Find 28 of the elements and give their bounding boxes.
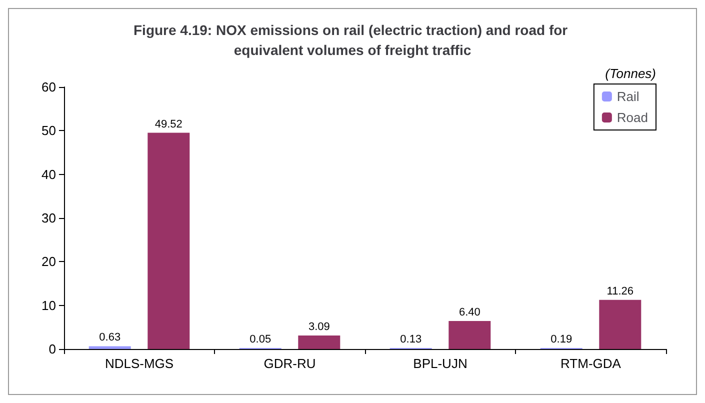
legend-label: Road: [616, 110, 648, 125]
y-tick-label: 20: [42, 254, 56, 270]
x-tick-label: BPL-UJN: [413, 356, 468, 371]
x-tick-label: RTM-GDA: [560, 356, 622, 371]
bar: [298, 336, 340, 349]
y-tick-label: 10: [42, 298, 56, 313]
data-label: 0.63: [99, 332, 121, 344]
bar: [448, 321, 491, 349]
data-label: 11.26: [606, 285, 634, 298]
data-label: 6.40: [458, 306, 480, 319]
data-label: 0.19: [550, 334, 572, 346]
bar: [599, 300, 642, 349]
x-tick-label: GDR-RU: [264, 356, 316, 371]
y-tick-label: 30: [42, 210, 56, 226]
y-tick-label: 0: [48, 342, 56, 356]
chart-title: Figure 4.19: NOX emissions on rail (electric traction) and road for equivalent volumes of freight traffic: [134, 22, 572, 58]
data-label: 0.13: [400, 334, 422, 346]
text: (Tonnes): [605, 66, 656, 81]
data-label: 0.05: [250, 334, 272, 346]
data-label: 49.52: [154, 118, 182, 130]
y-tick-label: 40: [42, 166, 56, 182]
legend-label: Rail: [616, 89, 640, 104]
data-label: 3.09: [308, 321, 330, 334]
bar: [88, 346, 131, 349]
y-tick-label: 60: [42, 80, 56, 94]
bar: [148, 132, 190, 349]
x-tick-label: NDLS-MGS: [104, 356, 174, 371]
y-tick-label: 50: [42, 123, 56, 138]
